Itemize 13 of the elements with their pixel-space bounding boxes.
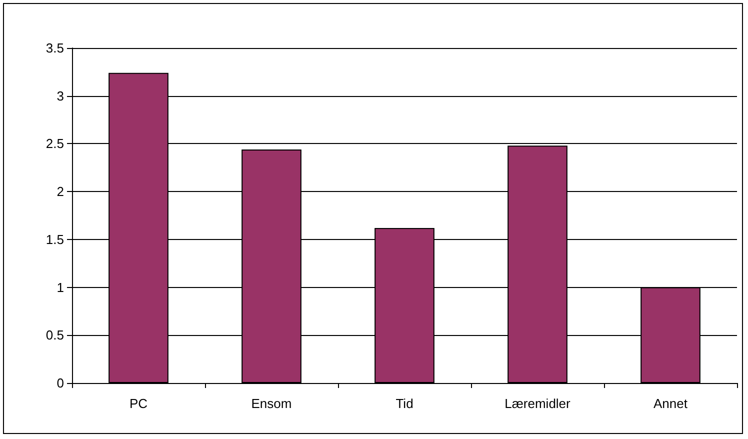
y-tick-label: 0.5: [46, 328, 64, 343]
y-tick-label: 3: [56, 88, 64, 104]
x-tick-label: Læremidler: [504, 396, 572, 411]
y-tick-label: 2.5: [46, 136, 64, 152]
x-tick-label: Tid: [396, 396, 414, 411]
y-tick-label: 1: [56, 280, 64, 295]
y-tick-label: 1.5: [46, 232, 64, 247]
x-tick-label: PC: [129, 396, 148, 411]
x-tick-label: Ensom: [251, 396, 292, 411]
x-tick-label: Annet: [654, 396, 688, 411]
y-tick-label: 0: [56, 376, 64, 390]
y-tick-label: 3.5: [46, 40, 64, 56]
y-tick-label: 2: [56, 184, 64, 200]
